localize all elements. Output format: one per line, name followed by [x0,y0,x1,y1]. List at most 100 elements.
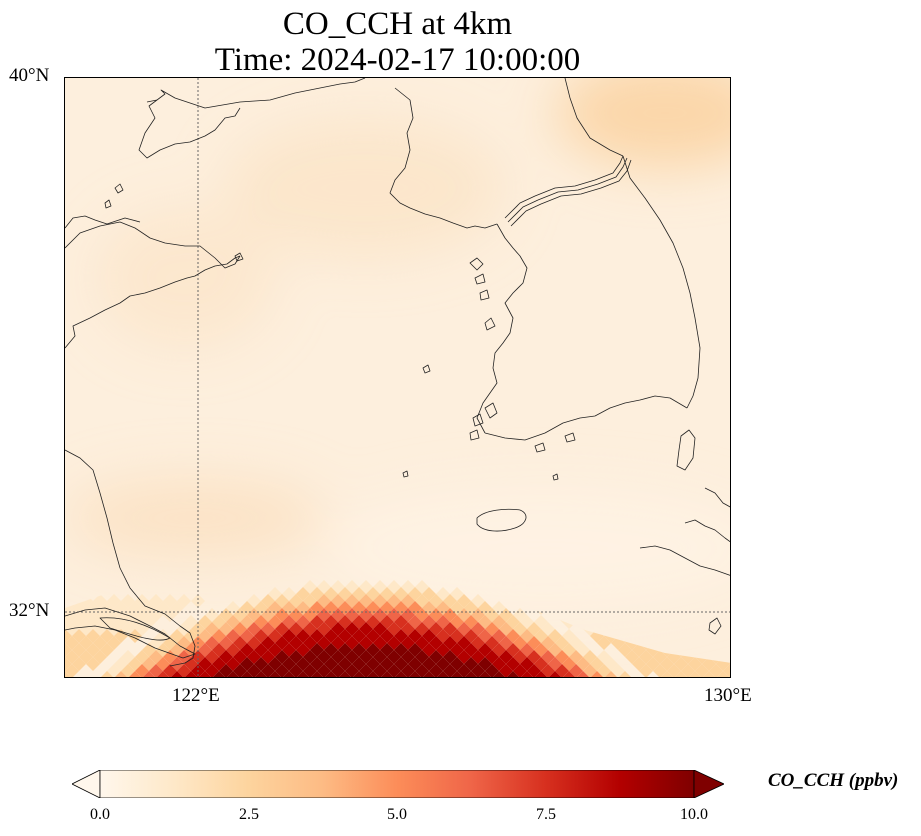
plume-cell [730,629,731,643]
colorbar [71,769,725,799]
shandong-north-coast [65,215,141,229]
plume-cell [548,671,562,677]
bohai-islands [104,183,244,262]
plume-cell [730,657,731,671]
plume-cell [240,671,254,677]
map-subtitle: Time: 2024-02-17 10:00:00 [214,42,581,78]
colorbar-tick-2: 5.0 [387,806,407,823]
map-panel[interactable] [64,77,731,678]
kyushu-coast [704,487,730,508]
colorbar-graphic [71,769,725,799]
small-island-2 [422,364,431,374]
plume-cell [394,671,408,677]
colorbar-label: CO_CCH (ppbv) [768,770,899,791]
colorbar-tick-3: 7.5 [536,806,556,823]
plume-cell [618,671,632,677]
plume-cell [576,671,590,677]
plume-cell [688,671,702,677]
plume-cell [184,671,198,677]
plume-cell [562,671,576,677]
bohai-west-coast [65,221,241,269]
plume-cell [716,671,730,677]
plume-cell [310,671,324,677]
plume-cell [520,671,534,677]
plume-cell [86,657,100,671]
plume-cell [464,671,478,677]
dmz-line-2 [507,157,628,223]
shandong-peninsula [65,255,241,349]
colorbar-extend-high [693,769,725,799]
small-island-4 [708,617,722,635]
sw-islands [469,402,576,453]
lat-tick-32N: 32°N [9,600,50,621]
tsushima [676,429,696,471]
plume-cell [702,671,716,677]
plume-cell [254,671,268,677]
plume-cell [730,643,731,657]
map-canvas [65,78,731,678]
plume-cell [597,636,611,650]
small-island-3 [552,473,559,481]
plume-cell [422,671,436,677]
plume-cell [338,671,352,677]
plume-cell [436,671,450,677]
korea-east-coast [622,155,701,409]
plume-cell [100,671,114,677]
plume-cell [730,601,731,615]
plume-cell [296,671,310,677]
coastlines [65,78,730,667]
plume-cell [191,594,205,608]
plume-cell [730,671,731,678]
plume-cell [366,671,380,677]
kyushu-coast-2 [684,519,730,543]
plume-cell [506,671,520,677]
plume-cell [604,671,618,677]
plume-cell [639,664,653,677]
plume-cell [590,671,604,677]
nk-east-coast [564,78,624,157]
plume-cell [212,671,226,677]
plume-cell [282,671,296,677]
dmz-line-1 [504,155,624,219]
korea-south-coast [484,395,688,441]
plume-cell [324,671,338,677]
map-title: CO_CCH at 4km [282,6,513,42]
plume-cell [156,671,170,677]
plume-cell [226,671,240,677]
colorbar-extend-low [71,769,101,799]
yangtze-estuary [65,607,196,659]
plume-cell [198,671,212,677]
plume-cell [730,615,731,629]
korea-west-coast [476,223,528,434]
plume-cell [478,671,492,677]
chongming-island [99,617,171,641]
plume-cell [114,671,128,677]
nk-west-coast [389,87,498,229]
plume-cell [128,671,142,677]
colorbar-tick-1: 2.5 [239,806,259,823]
plume-cell [534,671,548,677]
kyushu-coast-3 [639,545,730,576]
plume-cell [65,671,72,677]
dmz-line-3 [510,159,632,227]
plume-cell [380,671,394,677]
colorbar-tick-4: 10.0 [680,806,708,823]
concentration-field [65,78,730,608]
lon-tick-122E: 122°E [172,685,220,706]
colorbar-tick-0: 0.0 [90,806,110,823]
china-east-coast [65,449,196,667]
small-island-1 [402,470,409,478]
west-islands [469,257,496,331]
plume-cell [674,671,688,677]
plume-cell [268,671,282,677]
plume-cell [408,671,422,677]
lon-tick-130E: 130°E [704,685,752,706]
plume-cell [450,671,464,677]
plume-cell [142,671,156,677]
plume-cell [352,671,366,677]
liaodong-coast [146,78,366,109]
lat-tick-40N: 40°N [9,65,50,86]
plume-cell [492,671,506,677]
colorbar-ramp [99,769,695,799]
plume-cell [660,671,674,677]
